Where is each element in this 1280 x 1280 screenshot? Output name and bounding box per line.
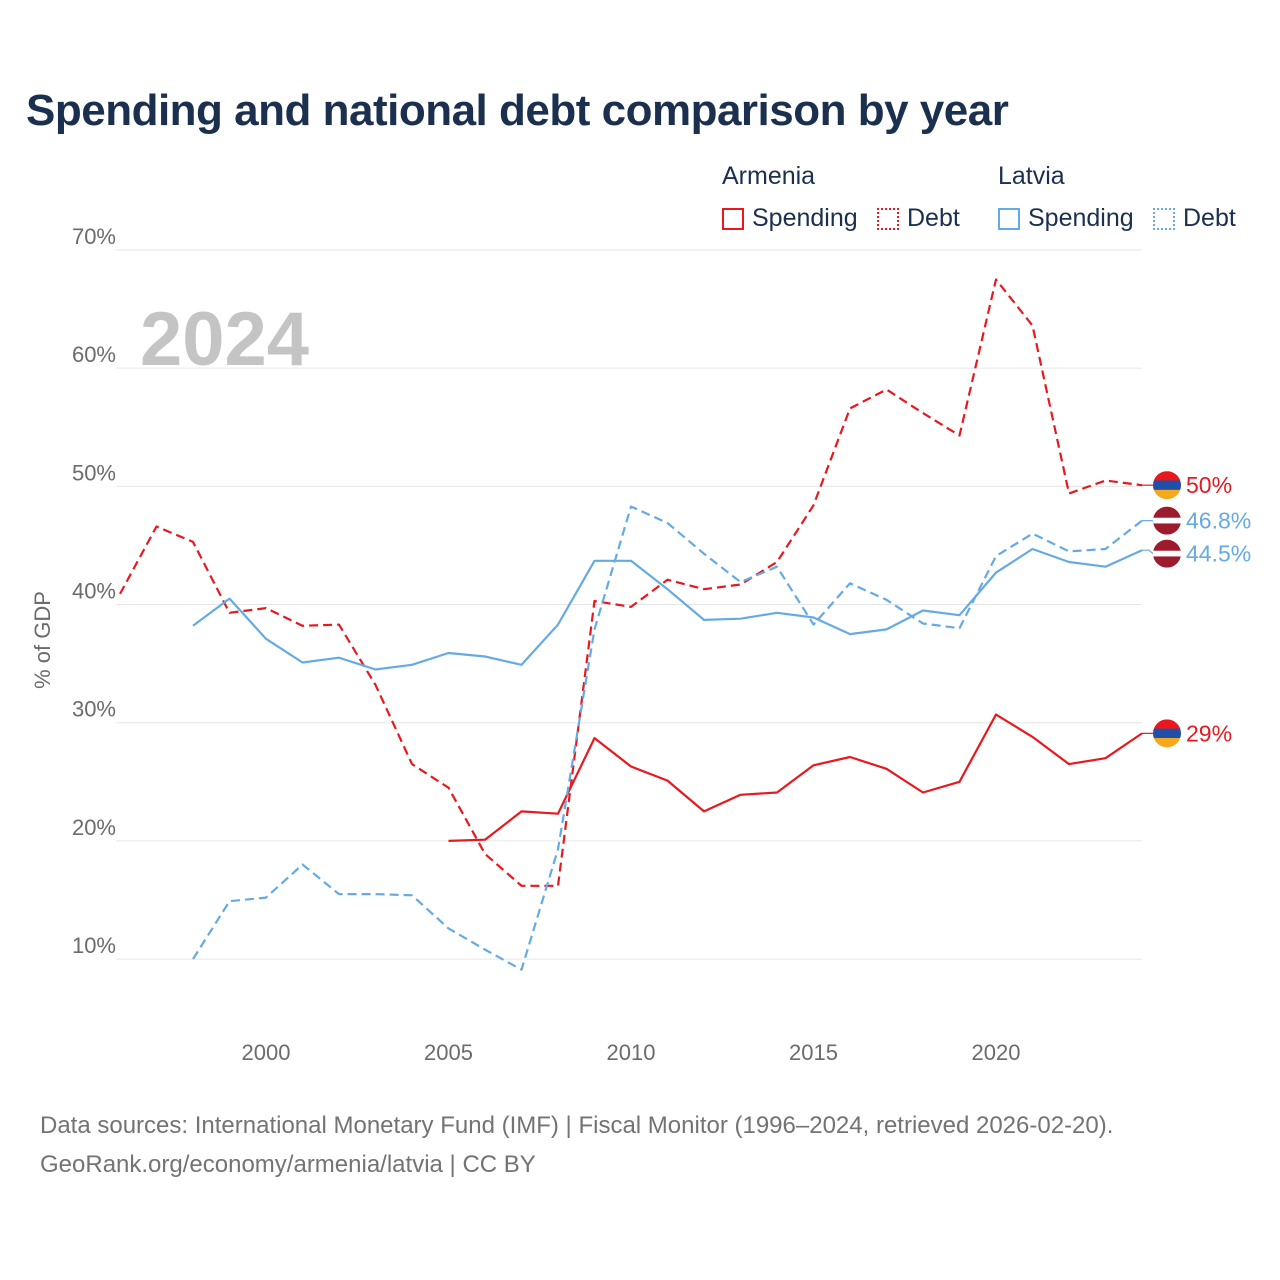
- flag-stripe-middle: [1153, 550, 1181, 557]
- source-note: Data sources: International Monetary Fun…: [40, 1106, 1113, 1184]
- legend-swatch-latvia-spending: [998, 207, 1020, 230]
- flag-stripe-1: [1153, 728, 1181, 739]
- legend-label-latvia-debt: Debt: [1183, 204, 1236, 232]
- y-tick-label-60: 60%: [72, 342, 116, 367]
- source-line-2[interactable]: GeoRank.org/economy/armenia/latvia | CC …: [40, 1151, 536, 1178]
- legend-group-armenia: Armenia: [722, 162, 816, 190]
- y-tick-label-40: 40%: [72, 579, 116, 604]
- end-label-armenia-debt: 50%: [1186, 472, 1232, 498]
- legend-group-latvia: Latvia: [998, 162, 1065, 190]
- flag-stripe-bottom: [1153, 523, 1181, 535]
- year-watermark: 2024: [140, 297, 310, 382]
- flag-stripe-top: [1153, 539, 1181, 551]
- flag-stripe-0: [1153, 719, 1181, 730]
- series-armenia-debt: [119, 278, 1143, 887]
- legend-swatch-armenia-spending: [722, 207, 744, 230]
- legend-latvia-debt[interactable]: Debt: [1153, 204, 1236, 233]
- end-connector-latvia-spending: [1142, 549, 1154, 555]
- y-tick-label-70: 70%: [72, 224, 116, 249]
- end-label-armenia-spending: 29%: [1186, 720, 1232, 746]
- series-latvia-debt: [192, 505, 1143, 971]
- y-axis-label: % of GDP: [30, 591, 55, 689]
- legend-latvia-spending[interactable]: Spending: [998, 204, 1134, 233]
- series-latvia-spending: [192, 547, 1143, 671]
- flag-armenia-spending: [1153, 719, 1181, 748]
- flag-stripe-2: [1153, 489, 1181, 500]
- x-tick-label-2015: 2015: [789, 1040, 838, 1065]
- y-tick-label-30: 30%: [72, 697, 116, 722]
- x-tick-label-2020: 2020: [972, 1040, 1021, 1065]
- y-tick-label-50: 50%: [72, 460, 116, 485]
- x-tick-label-2005: 2005: [424, 1040, 473, 1065]
- flag-stripe-1: [1153, 480, 1181, 491]
- flag-latvia-debt: [1153, 506, 1181, 535]
- x-tick-label-2000: 2000: [242, 1040, 291, 1065]
- x-tick-label-2010: 2010: [607, 1040, 656, 1065]
- source-line-1: Data sources: International Monetary Fun…: [40, 1112, 1114, 1139]
- flag-latvia-spending: [1153, 539, 1181, 568]
- y-tick-label-10: 10%: [72, 933, 116, 958]
- flag-stripe-middle: [1153, 517, 1181, 524]
- flag-stripe-0: [1153, 471, 1181, 482]
- chart-title: Spending and national debt comparison by…: [26, 86, 1009, 135]
- flag-stripe-2: [1153, 738, 1181, 748]
- legend-armenia-spending[interactable]: Spending: [722, 204, 858, 233]
- flag-armenia-debt: [1153, 471, 1181, 500]
- end-label-latvia-spending: 44.5%: [1186, 541, 1251, 567]
- legend-label-latvia-spending: Spending: [1028, 204, 1134, 232]
- flag-stripe-top: [1153, 506, 1181, 518]
- y-tick-label-20: 20%: [72, 815, 116, 840]
- end-label-latvia-debt: 46.8%: [1186, 508, 1251, 534]
- legend-swatch-latvia-debt: [1153, 207, 1175, 230]
- series-armenia-spending: [448, 713, 1143, 842]
- legend-label-armenia-debt: Debt: [907, 204, 960, 232]
- legend-swatch-armenia-debt: [877, 207, 899, 230]
- legend-armenia-debt[interactable]: Debt: [877, 204, 960, 233]
- legend-label-armenia-spending: Spending: [752, 204, 858, 232]
- flag-stripe-bottom: [1153, 556, 1181, 568]
